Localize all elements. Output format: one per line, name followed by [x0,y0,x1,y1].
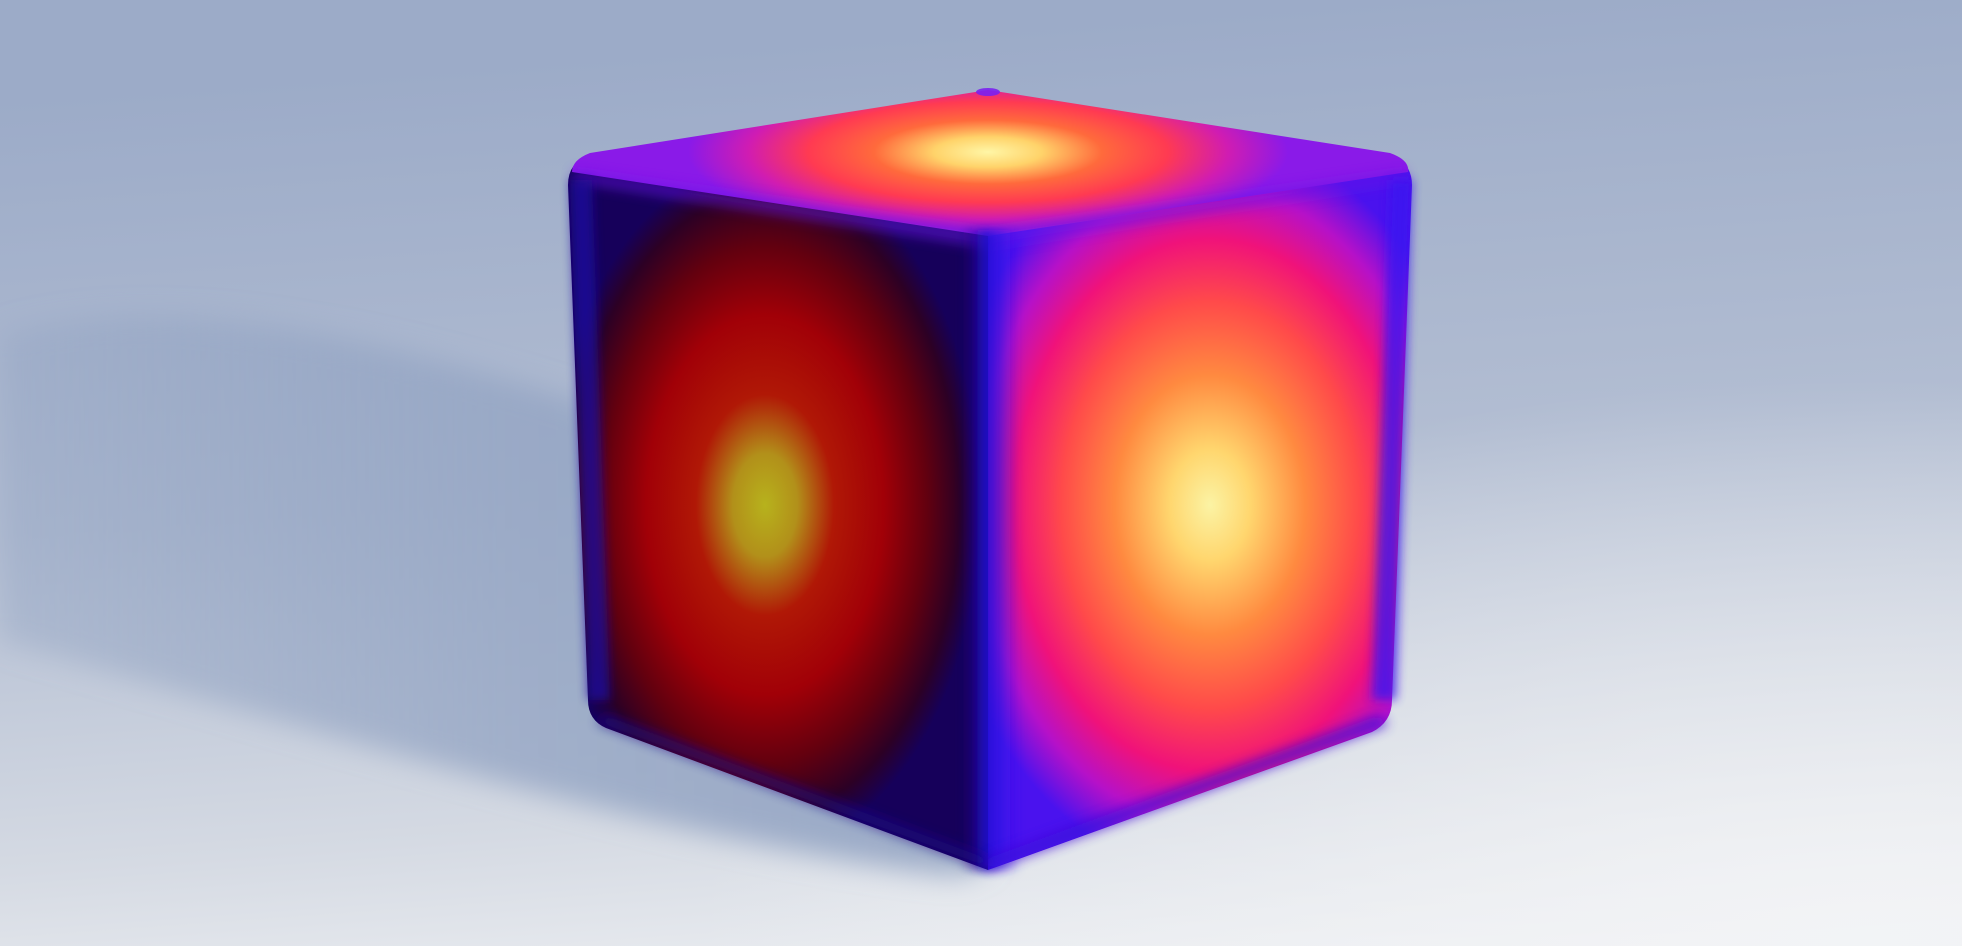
cube-left-face [568,155,988,870]
cube [568,88,1412,870]
cube-top-corner [976,88,1000,96]
cube-bottom-left-edge [596,715,988,868]
cube-top-face [572,90,1409,236]
cube-bottom-right-edge [988,715,1388,870]
cube-right-face [988,153,1412,870]
cube-left-edge [570,180,610,700]
cube-right-edge [1372,180,1412,700]
cube-front-edge [960,230,1020,870]
